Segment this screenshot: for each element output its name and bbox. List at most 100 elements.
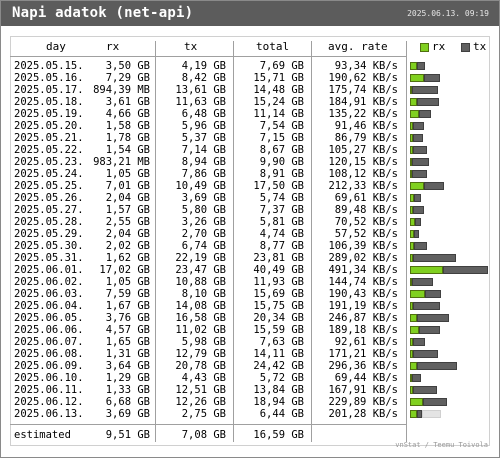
cell-total: 7,69 GB bbox=[259, 60, 304, 72]
tx-bar bbox=[413, 386, 437, 394]
table-row: 2025.05.23. 983,21 MB 8,94 GB 9,90 GB 120,15… bbox=[0, 156, 500, 168]
legend-rx-label: rx bbox=[432, 40, 446, 53]
rx-bar bbox=[410, 302, 413, 310]
header-divider bbox=[10, 56, 406, 57]
estimated-divider bbox=[10, 424, 406, 425]
cell-avg-rate: 246,87 KB/s bbox=[328, 312, 398, 324]
cell-avg-rate: 70,52 KB/s bbox=[334, 216, 398, 228]
cell-total: 20,34 GB bbox=[253, 312, 304, 324]
column-divider-rate-graph bbox=[406, 41, 407, 442]
cell-day: 2025.05.19. bbox=[14, 108, 84, 120]
cell-rx: 4,66 GB bbox=[105, 108, 150, 120]
cell-day: 2025.05.27. bbox=[14, 204, 84, 216]
cell-tx: 23,47 GB bbox=[175, 264, 226, 276]
cell-rx: 3,76 GB bbox=[105, 312, 150, 324]
cell-avg-rate: 201,28 KB/s bbox=[328, 408, 398, 420]
cell-day: 2025.06.01. bbox=[14, 264, 84, 276]
cell-rx: 3,50 GB bbox=[105, 60, 150, 72]
cell-total: 7,15 GB bbox=[259, 132, 304, 144]
table-row: 2025.05.28. 2,55 GB 3,26 GB 5,81 GB 70,52 KB… bbox=[0, 216, 500, 228]
tx-bar bbox=[413, 134, 423, 142]
cell-tx: 20,78 GB bbox=[175, 360, 226, 372]
rx-bar bbox=[410, 326, 419, 334]
cell-tx: 10,49 GB bbox=[175, 180, 226, 192]
estimated-rx: 9,51 GB bbox=[105, 429, 150, 441]
cell-rx: 1,54 GB bbox=[105, 144, 150, 156]
tx-bar bbox=[413, 350, 438, 358]
rx-bar bbox=[410, 362, 417, 370]
rx-bar bbox=[410, 218, 415, 226]
table-row: 2025.05.20. 1,58 GB 5,96 GB 7,54 GB 91,46 KB… bbox=[0, 120, 500, 132]
cell-rx: 7,01 GB bbox=[105, 180, 150, 192]
cell-avg-rate: 171,21 KB/s bbox=[328, 348, 398, 360]
tx-bar bbox=[424, 74, 440, 82]
tx-bar bbox=[423, 398, 447, 406]
cell-day: 2025.05.26. bbox=[14, 192, 84, 204]
estimated-row: estimated 9,51 GB 7,08 GB 16,59 GB bbox=[0, 429, 500, 441]
cell-tx: 2,75 GB bbox=[181, 408, 226, 420]
tx-bar bbox=[412, 158, 429, 166]
cell-total: 14,48 GB bbox=[253, 84, 304, 96]
tx-bar bbox=[417, 98, 439, 106]
tx-bar bbox=[414, 194, 421, 202]
cell-avg-rate: 106,39 KB/s bbox=[328, 240, 398, 252]
footer-credit: vnStat / Teemu Toivola bbox=[395, 441, 488, 449]
cell-day: 2025.05.21. bbox=[14, 132, 84, 144]
legend-rx-swatch bbox=[420, 43, 429, 52]
cell-day: 2025.06.08. bbox=[14, 348, 84, 360]
rx-bar bbox=[410, 122, 413, 130]
cell-tx: 22,19 GB bbox=[175, 252, 226, 264]
cell-avg-rate: 69,44 KB/s bbox=[334, 372, 398, 384]
cell-day: 2025.06.11. bbox=[14, 384, 84, 396]
cell-tx: 7,86 GB bbox=[181, 168, 226, 180]
cell-total: 18,94 GB bbox=[253, 396, 304, 408]
cell-tx: 3,69 GB bbox=[181, 192, 226, 204]
rx-bar bbox=[410, 254, 413, 262]
cell-total: 11,14 GB bbox=[253, 108, 304, 120]
cell-day: 2025.05.30. bbox=[14, 240, 84, 252]
cell-tx: 7,14 GB bbox=[181, 144, 226, 156]
table-row: 2025.06.12. 6,68 GB 12,26 GB 18,94 GB 229,89… bbox=[0, 396, 500, 408]
table-row: 2025.05.25. 7,01 GB 10,49 GB 17,50 GB 212,33… bbox=[0, 180, 500, 192]
cell-day: 2025.06.09. bbox=[14, 360, 84, 372]
cell-total: 15,71 GB bbox=[253, 72, 304, 84]
table-row: 2025.06.05. 3,76 GB 16,58 GB 20,34 GB 246,87… bbox=[0, 312, 500, 324]
cell-total: 8,67 GB bbox=[259, 144, 304, 156]
estimated-tx: 7,08 GB bbox=[181, 429, 226, 441]
cell-rx: 3,61 GB bbox=[105, 96, 150, 108]
table-row: 2025.05.15. 3,50 GB 4,19 GB 7,69 GB 93,34 KB… bbox=[0, 60, 500, 72]
rx-bar bbox=[410, 290, 425, 298]
cell-day: 2025.06.02. bbox=[14, 276, 84, 288]
cell-tx: 12,26 GB bbox=[175, 396, 226, 408]
table-row: 2025.06.09. 3,64 GB 20,78 GB 24,42 GB 296,36… bbox=[0, 360, 500, 372]
rx-bar bbox=[410, 230, 414, 238]
table-row: 2025.06.04. 1,67 GB 14,08 GB 15,75 GB 191,19… bbox=[0, 300, 500, 312]
cell-total: 6,44 GB bbox=[259, 408, 304, 420]
page-title: Napi adatok (net-api) bbox=[12, 5, 194, 21]
rx-bar bbox=[410, 194, 414, 202]
tx-bar bbox=[413, 206, 424, 214]
cell-day: 2025.05.15. bbox=[14, 60, 84, 72]
cell-tx: 5,96 GB bbox=[181, 120, 226, 132]
cell-total: 13,84 GB bbox=[253, 384, 304, 396]
rx-bar bbox=[410, 74, 424, 82]
tx-bar bbox=[417, 62, 425, 70]
cell-total: 8,77 GB bbox=[259, 240, 304, 252]
cell-tx: 4,43 GB bbox=[181, 372, 226, 384]
cell-avg-rate: 191,19 KB/s bbox=[328, 300, 398, 312]
rx-bar bbox=[410, 410, 417, 418]
cell-total: 23,81 GB bbox=[253, 252, 304, 264]
cell-day: 2025.05.23. bbox=[14, 156, 84, 168]
cell-total: 11,93 GB bbox=[253, 276, 304, 288]
tx-bar bbox=[413, 254, 456, 262]
rx-bar bbox=[410, 134, 413, 142]
cell-day: 2025.05.25. bbox=[14, 180, 84, 192]
cell-total: 9,90 GB bbox=[259, 156, 304, 168]
column-divider-rx-tx bbox=[155, 41, 156, 442]
table-row: 2025.05.19. 4,66 GB 6,48 GB 11,14 GB 135,22 … bbox=[0, 108, 500, 120]
cell-avg-rate: 92,61 KB/s bbox=[334, 336, 398, 348]
cell-tx: 2,70 GB bbox=[181, 228, 226, 240]
cell-avg-rate: 135,22 KB/s bbox=[328, 108, 398, 120]
cell-rx: 2,02 GB bbox=[105, 240, 150, 252]
cell-total: 7,63 GB bbox=[259, 336, 304, 348]
